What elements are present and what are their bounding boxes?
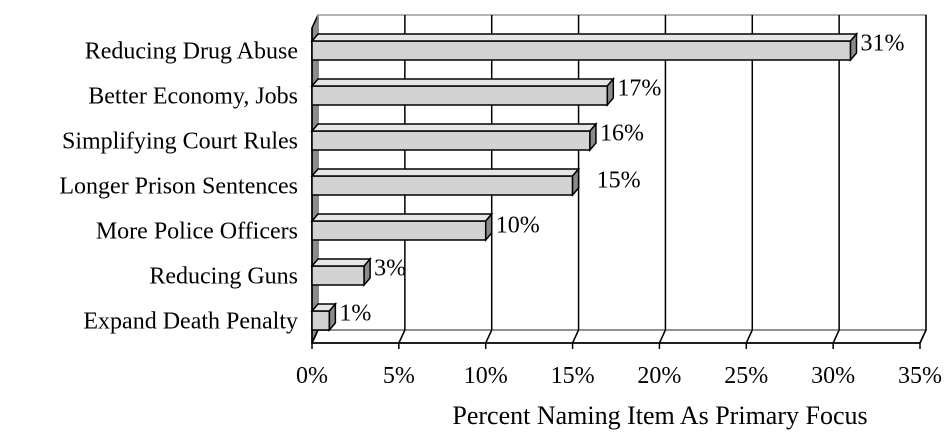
bar <box>311 85 609 106</box>
category-label: Simplifying Court Rules <box>62 129 298 155</box>
floor-gridline <box>745 329 753 344</box>
bar <box>311 310 331 331</box>
value-label: 3% <box>374 256 406 282</box>
x-tick-label: 30% <box>811 363 855 389</box>
bar <box>311 220 487 241</box>
bar-side <box>363 256 371 288</box>
floor-gridline <box>919 329 927 344</box>
bar <box>311 40 852 61</box>
bar-side <box>484 211 493 243</box>
floor-gridline <box>311 329 319 344</box>
category-label: Longer Prison Sentences <box>59 174 298 200</box>
bar <box>311 265 365 286</box>
category-label: More Police Officers <box>96 219 298 245</box>
bar <box>311 175 574 196</box>
bar-side <box>328 301 337 333</box>
bar-side <box>589 121 597 153</box>
value-label: 17% <box>617 76 661 102</box>
category-label: Reducing Drug Abuse <box>85 39 298 65</box>
x-tick-label: 35% <box>898 363 942 389</box>
floor-gridline <box>398 329 406 344</box>
bar-top <box>310 168 581 177</box>
value-label: 15% <box>597 168 641 194</box>
floor-gridline <box>571 329 580 344</box>
x-tick-label: 25% <box>724 363 768 389</box>
bar-top <box>310 213 494 222</box>
bar-top <box>310 78 615 87</box>
x-tick-label: 15% <box>551 363 595 389</box>
x-tick-label: 5% <box>383 363 415 389</box>
bar-side <box>849 31 858 63</box>
value-label: 31% <box>861 31 905 57</box>
value-label: 16% <box>600 121 644 147</box>
x-tick-label: 10% <box>464 363 508 389</box>
bar-top <box>310 123 598 132</box>
bar-top <box>310 258 372 267</box>
floor-gridline <box>832 329 840 344</box>
value-label: 10% <box>496 213 540 239</box>
bar-side <box>606 76 615 108</box>
value-label: 1% <box>339 301 371 327</box>
category-label: Better Economy, Jobs <box>88 84 298 110</box>
x-tick-label: 0% <box>296 363 328 389</box>
floor-gridline <box>485 329 493 344</box>
floor-gridline <box>658 329 667 344</box>
bar-top <box>310 33 859 42</box>
category-label: Expand Death Penalty <box>83 309 298 335</box>
bar <box>311 130 591 151</box>
category-label: Reducing Guns <box>149 264 298 290</box>
x-tick-label: 20% <box>637 363 681 389</box>
x-axis-title: Percent Naming Item As Primary Focus <box>452 401 867 430</box>
bar-side <box>571 166 580 198</box>
